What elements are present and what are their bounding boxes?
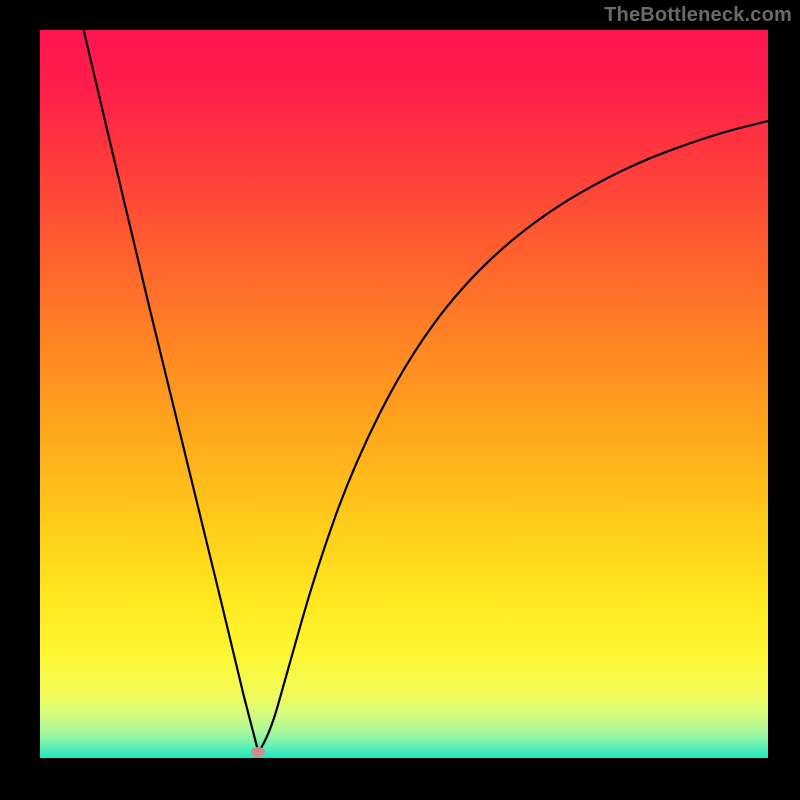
bottleneck-curve xyxy=(40,30,768,758)
plot-area xyxy=(40,30,768,758)
curve-left-branch xyxy=(84,30,259,752)
chart-container: TheBottleneck.com xyxy=(0,0,800,800)
watermark-text: TheBottleneck.com xyxy=(604,4,792,27)
optimum-marker xyxy=(251,747,265,757)
curve-right-branch xyxy=(258,121,768,752)
